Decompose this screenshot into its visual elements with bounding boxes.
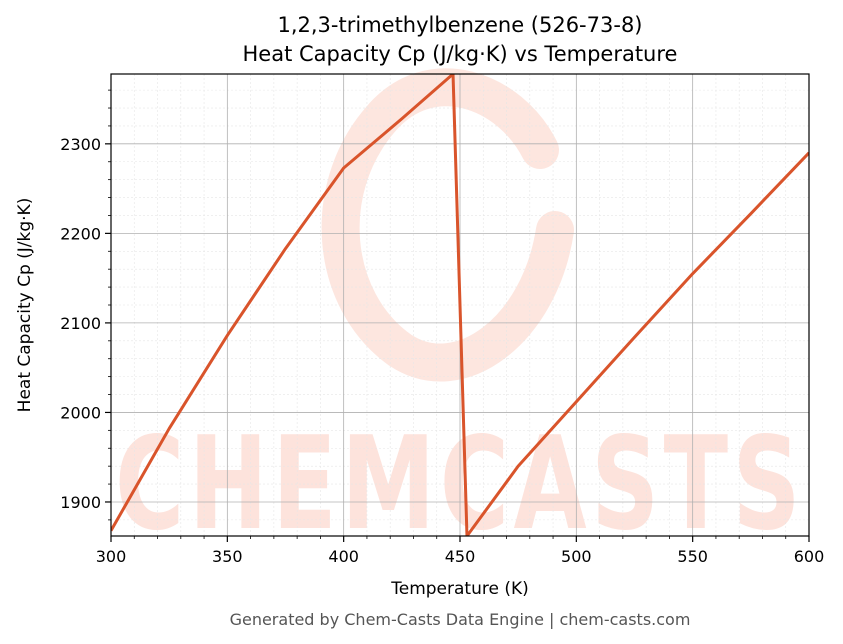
y-axis-label: Heat Capacity Cp (J/kg·K) xyxy=(15,198,35,413)
chart-title-line1: 1,2,3-trimethylbenzene (526-73-8) xyxy=(277,13,642,37)
y-tick-label: 1900 xyxy=(60,493,101,512)
x-tick-label: 450 xyxy=(445,547,476,566)
series-layer xyxy=(111,74,809,536)
axis-ticks: 300 350 400 450 500 550 600 1900 2000 2100 2200 230… xyxy=(60,89,825,566)
x-tick-label: 600 xyxy=(794,547,825,566)
footer-credit: Generated by Chem-Casts Data Engine | ch… xyxy=(230,610,691,629)
x-tick-label: 550 xyxy=(677,547,708,566)
series-line-0 xyxy=(111,74,809,536)
x-tick-label: 400 xyxy=(328,547,359,566)
x-axis-label: Temperature (K) xyxy=(390,579,529,599)
y-tick-label: 2300 xyxy=(60,135,101,154)
y-tick-label: 2000 xyxy=(60,403,101,422)
watermark-text: CHEMCASTS xyxy=(115,410,805,559)
y-tick-label: 2100 xyxy=(60,314,101,333)
y-tick-label: 2200 xyxy=(60,224,101,243)
x-tick-label: 500 xyxy=(561,547,592,566)
watermark-swirl xyxy=(321,68,574,382)
x-tick-label: 350 xyxy=(212,547,243,566)
x-tick-label: 300 xyxy=(96,547,127,566)
chart-title-line2: Heat Capacity Cp (J/kg·K) vs Temperature xyxy=(243,42,678,66)
